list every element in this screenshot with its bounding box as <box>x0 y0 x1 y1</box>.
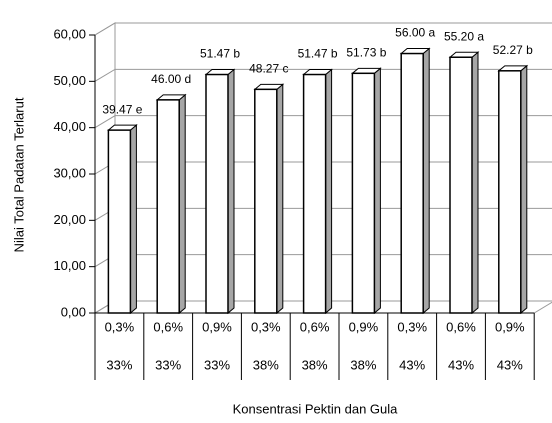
x-tick-label: 38% <box>302 357 328 372</box>
bar-side <box>227 68 235 315</box>
y-tick-label: 0,00 <box>61 304 86 319</box>
value-label: 51.47 b <box>200 47 240 61</box>
x-tick-label: 0,6% <box>446 319 476 334</box>
x-tick-label: 38% <box>253 357 279 372</box>
bar-side <box>129 124 137 315</box>
value-label: 39.47 e <box>102 102 142 116</box>
x-tick-label: 43% <box>448 357 474 372</box>
bar <box>156 99 180 314</box>
y-tick-label: 60,00 <box>53 26 86 41</box>
x-tick-label: 0,9% <box>202 319 232 334</box>
bar-side <box>276 83 284 315</box>
x-tick-label: 43% <box>399 357 425 372</box>
value-label: 56.00 a <box>395 26 435 40</box>
y-tick-label: 40,00 <box>53 119 86 134</box>
x-tick-label: 0,3% <box>397 319 427 334</box>
bar-side <box>178 93 186 315</box>
bar <box>254 88 278 314</box>
y-axis-title: Nilai Total Padatan Terlarut <box>11 97 26 252</box>
value-label: 48.27 c <box>249 62 288 76</box>
value-label: 55.20 a <box>444 29 484 43</box>
bar-side <box>373 67 381 315</box>
value-label: 52.27 b <box>493 43 533 57</box>
bar-side <box>520 64 528 315</box>
x-axis-title: Konsentrasi Pektin dan Gula <box>233 401 399 416</box>
bar-side <box>422 47 430 315</box>
bar-side <box>325 68 333 315</box>
y-tick-label: 50,00 <box>53 73 86 88</box>
grid-line <box>94 22 552 36</box>
value-label: 51.73 b <box>346 45 386 59</box>
bar <box>107 129 132 314</box>
x-tick-label: 0,3% <box>105 319 135 334</box>
bar <box>302 73 327 314</box>
value-label: 51.47 b <box>298 47 338 61</box>
bar-side <box>471 51 479 315</box>
bar <box>351 72 376 314</box>
x-tick-label: 33% <box>155 357 181 372</box>
x-tick-label: 0,9% <box>349 319 379 334</box>
x-tick-label: 0,9% <box>495 319 525 334</box>
x-tick-label: 0,6% <box>153 319 183 334</box>
x-tick-label: 33% <box>204 357 230 372</box>
x-tick-label: 38% <box>350 357 376 372</box>
x-tick-label: 0,3% <box>251 319 281 334</box>
y-tick-label: 10,00 <box>53 258 86 273</box>
bar <box>449 56 473 314</box>
value-label: 46.00 d <box>151 72 191 86</box>
x-tick-label: 0,6% <box>300 319 330 334</box>
bar <box>400 52 424 314</box>
y-tick-label: 20,00 <box>53 212 86 227</box>
bar <box>498 70 522 314</box>
bar <box>205 73 229 314</box>
x-tick-label: 33% <box>106 357 132 372</box>
x-tick-label: 43% <box>497 357 523 372</box>
y-tick-label: 30,00 <box>53 165 86 180</box>
